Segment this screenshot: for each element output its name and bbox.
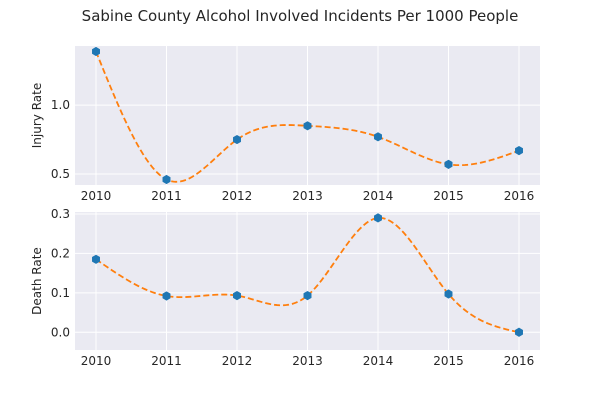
y-tick-label: 0.3 xyxy=(51,207,70,221)
data-point xyxy=(444,289,453,299)
x-tick-label: 2014 xyxy=(363,354,394,368)
y-tick-label: 0.2 xyxy=(51,246,70,260)
data-point xyxy=(92,254,100,264)
x-tick-label: 2010 xyxy=(81,354,112,368)
y-tick-label: 1.0 xyxy=(51,98,70,112)
data-point xyxy=(303,121,312,131)
chart-title: Sabine County Alcohol Involved Incidents… xyxy=(82,7,519,25)
data-point xyxy=(233,134,241,145)
data-point xyxy=(92,46,100,57)
x-tick-label: 2011 xyxy=(151,354,182,368)
y-tick-label: 0.1 xyxy=(51,286,70,300)
x-tick-label: 2013 xyxy=(292,354,323,368)
x-tick-label: 2013 xyxy=(292,189,323,203)
data-point xyxy=(233,290,241,301)
y-tick-label: 0.5 xyxy=(51,167,70,181)
injury-rate-subplot: 2010 2011 2012 2013 2014 2015 2016 0.5 1.0 Injury… xyxy=(30,46,540,203)
x-tick-label: 2014 xyxy=(363,189,394,203)
x-tick-label: 2010 xyxy=(81,189,112,203)
x-tick-label: 2011 xyxy=(151,189,182,203)
x-tick-label: 2016 xyxy=(504,189,535,203)
data-point xyxy=(515,145,523,156)
x-tick-label: 2012 xyxy=(222,354,253,368)
data-point xyxy=(162,174,171,185)
x-tick-label: 2016 xyxy=(504,354,535,368)
data-point xyxy=(303,290,312,301)
data-point xyxy=(444,159,453,169)
data-point xyxy=(374,132,382,142)
data-point xyxy=(162,291,171,301)
x-tick-label: 2012 xyxy=(222,189,253,203)
data-point xyxy=(515,327,523,337)
x-tick-label: 2015 xyxy=(433,354,464,368)
data-point xyxy=(374,213,382,223)
death-rate-subplot: 2010 2011 2012 2013 2014 2015 2016 0.0 0.1 0.2 0.3… xyxy=(30,207,540,368)
y-tick-label: 0.0 xyxy=(51,325,70,339)
x-tick-label: 2015 xyxy=(433,189,464,203)
y-axis-label: Injury Rate xyxy=(30,83,44,148)
y-axis-label: Death Rate xyxy=(30,247,44,315)
